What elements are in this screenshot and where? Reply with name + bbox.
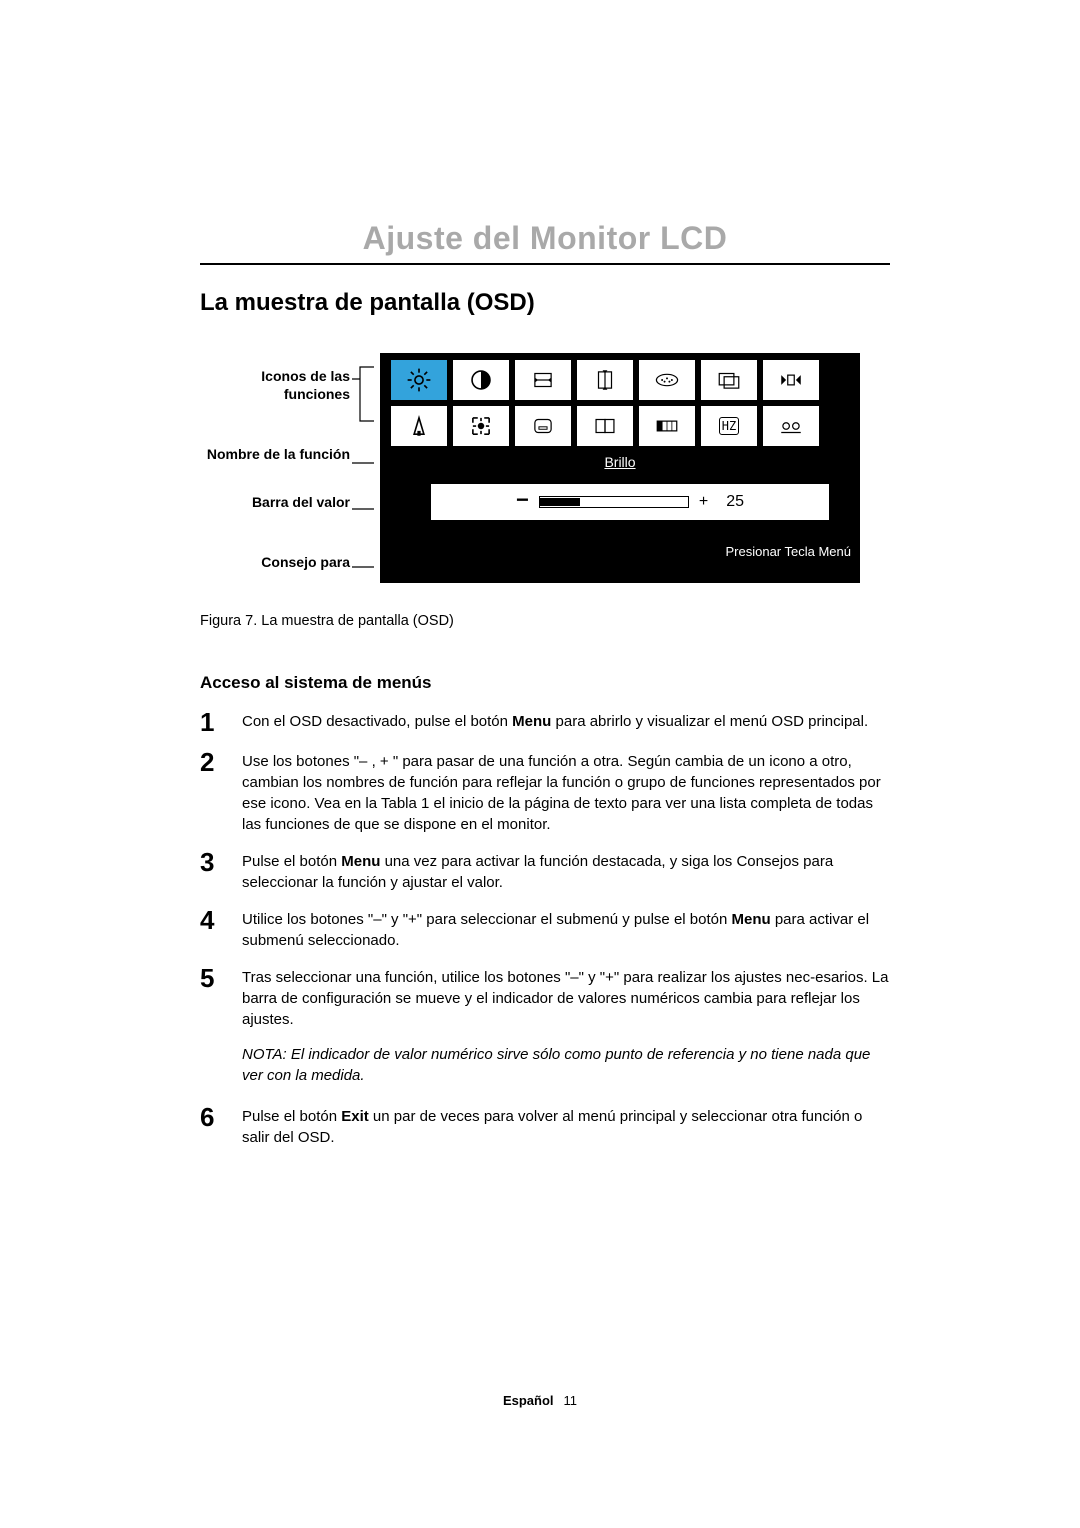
- step-number: 2: [200, 749, 242, 835]
- hpos-icon: [515, 360, 571, 400]
- figure-caption: Figura 7. La muestra de pantalla (OSD): [200, 613, 890, 629]
- volume-icon: [391, 406, 447, 446]
- bar-track: [539, 496, 689, 508]
- step-number: 3: [200, 849, 242, 893]
- osd-function-name: Brillo: [381, 450, 859, 474]
- plus-icon: +: [699, 493, 708, 511]
- subsection-title: Acceso al sistema de menús: [200, 673, 890, 693]
- footer-lang: Español: [503, 1393, 554, 1408]
- step-text: Pulse el botón Menu una vez para activar…: [242, 849, 890, 893]
- tracking-icon: [639, 360, 695, 400]
- frequency-icon: HZ: [701, 406, 757, 446]
- step-number: 5: [200, 965, 242, 1030]
- step-1: 1 Con el OSD desactivado, pulse el botón…: [200, 709, 890, 735]
- step-4: 4 Utilice los botones "–" y "+" para sel…: [200, 907, 890, 951]
- reset-icon: [763, 406, 819, 446]
- bar-value: 25: [726, 493, 744, 511]
- step-5: 5 Tras seleccionar una función, utilice …: [200, 965, 890, 1030]
- position-lock-icon: [453, 406, 509, 446]
- brightness-icon: [391, 360, 447, 400]
- step-text: Utilice los botones "–" y "+" para selec…: [242, 907, 890, 951]
- chapter-title: Ajuste del Monitor LCD: [200, 220, 890, 257]
- vpos-icon: [577, 360, 633, 400]
- step-3: 3 Pulse el botón Menu una vez para activ…: [200, 849, 890, 893]
- step-2: 2 Use los botones "– , + " para pasar de…: [200, 749, 890, 835]
- section-title: La muestra de pantalla (OSD): [200, 289, 890, 317]
- minus-icon: −: [516, 487, 529, 513]
- smoothing-icon: [515, 406, 571, 446]
- steps-list: 1 Con el OSD desactivado, pulse el botón…: [200, 709, 890, 1030]
- osd-panel: HZ Brillo − + 25 Presionar Tecla Menú: [380, 353, 860, 583]
- label-func-name: Nombre de la función: [207, 445, 350, 463]
- osd-tip-text: Presionar Tecla Menú: [381, 530, 859, 559]
- steps-list-2: 6 Pulse el botón Exit un par de veces pa…: [200, 1104, 890, 1148]
- footer-page: 11: [564, 1393, 578, 1408]
- step-text: Tras seleccionar una función, utilice lo…: [242, 965, 890, 1030]
- step-number: 6: [200, 1104, 242, 1148]
- display-icon: [577, 406, 633, 446]
- step-text: Pulse el botón Exit un par de veces para…: [242, 1104, 890, 1148]
- osd-icon-grid: HZ: [381, 354, 859, 450]
- step-text: Use los botones "– , + " para pasar de u…: [242, 749, 890, 835]
- color-icon: [639, 406, 695, 446]
- bar-fill: [540, 498, 580, 506]
- autoimage-icon: [763, 360, 819, 400]
- step-text: Con el OSD desactivado, pulse el botón M…: [242, 709, 868, 735]
- connector-lines: [352, 353, 382, 593]
- title-divider: [200, 263, 890, 265]
- label-icons: Iconos de las funciones: [200, 367, 350, 403]
- step-6: 6 Pulse el botón Exit un par de veces pa…: [200, 1104, 890, 1148]
- step-number: 1: [200, 709, 242, 735]
- label-value-bar: Barra del valor: [252, 493, 350, 511]
- note-text: NOTA: El indicador de valor numérico sir…: [242, 1044, 890, 1086]
- page-footer: Español 11: [0, 1393, 1080, 1408]
- osd-diagram: Iconos de las funciones Nombre de la fun…: [200, 353, 890, 593]
- osd-value-bar: − + 25: [431, 484, 829, 520]
- contrast-icon: [453, 360, 509, 400]
- zoom-icon: [701, 360, 757, 400]
- label-tip: Consejo para: [261, 553, 350, 571]
- step-number: 4: [200, 907, 242, 951]
